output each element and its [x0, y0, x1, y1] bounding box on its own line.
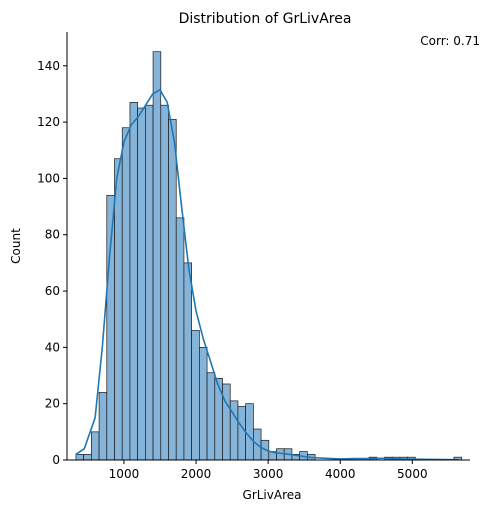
y-tick-label: 60 — [45, 284, 60, 298]
histogram-bar — [222, 383, 231, 461]
y-tick-label: 40 — [45, 340, 60, 354]
y-tick-label: 100 — [37, 171, 60, 185]
histogram-bar — [129, 102, 139, 461]
histogram-bar — [199, 347, 208, 461]
histogram-bar — [137, 107, 146, 461]
y-tick-label: 140 — [37, 59, 60, 73]
x-tick-label: 1000 — [109, 467, 140, 481]
histogram-bar — [83, 454, 92, 461]
x-tick-label: 5000 — [397, 467, 428, 481]
histogram-bar — [106, 194, 115, 461]
histogram-bar — [160, 104, 169, 461]
histogram-bar — [168, 118, 177, 461]
y-tick-label: 120 — [37, 115, 60, 129]
correlation-annotation: Corr: 0.71 — [420, 34, 480, 48]
histogram-bar — [114, 158, 123, 461]
x-ticks: 1000 2000 3000 4000 5000 — [109, 460, 428, 481]
histogram-bar — [121, 127, 131, 461]
x-tick-label: 3000 — [253, 467, 284, 481]
histogram-bar — [183, 262, 192, 461]
y-tick-label: 20 — [45, 397, 60, 411]
chart-title: Distribution of GrLivArea — [179, 11, 352, 27]
x-axis-label: GrLivArea — [243, 488, 302, 502]
y-ticks: 0 20 40 60 80 100 120 140 — [37, 59, 67, 467]
histogram-bar — [91, 431, 100, 461]
bars-group — [75, 51, 462, 461]
histogram-bar — [276, 448, 285, 461]
histogram-bar — [175, 217, 185, 461]
histogram-bar — [75, 454, 85, 461]
y-tick-label: 80 — [45, 228, 60, 242]
x-tick-label: 2000 — [181, 467, 212, 481]
histogram-bar — [245, 403, 254, 461]
y-axis-label: Count — [9, 228, 23, 264]
histogram-bar — [191, 330, 200, 461]
y-tick-label: 0 — [52, 453, 60, 467]
histogram-bar — [145, 104, 154, 461]
histogram-bar — [237, 406, 246, 461]
kde-curve — [75, 88, 459, 461]
histogram-bar — [152, 51, 162, 461]
histogram-bar — [206, 372, 216, 461]
histogram-bar — [98, 392, 108, 461]
x-tick-label: 4000 — [325, 467, 356, 481]
